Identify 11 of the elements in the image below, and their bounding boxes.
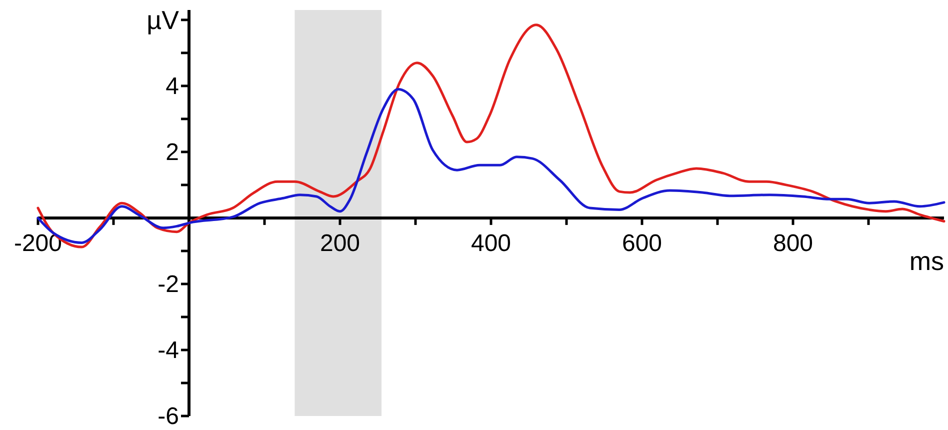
x-tick-label: 600	[622, 230, 662, 257]
x-axis-title: ms	[909, 246, 944, 276]
y-tick-label: 2	[166, 138, 179, 166]
y-tick-label: -4	[158, 336, 179, 364]
y-axis-title: µV	[146, 4, 180, 35]
x-tick-label: 200	[320, 230, 360, 257]
y-tick-label: -2	[158, 270, 179, 298]
y-tick-label: 4	[166, 72, 179, 100]
y-tick-label: -6	[158, 403, 179, 430]
x-tick-label: 400	[470, 230, 512, 257]
x-tick-label: 800	[772, 230, 814, 257]
